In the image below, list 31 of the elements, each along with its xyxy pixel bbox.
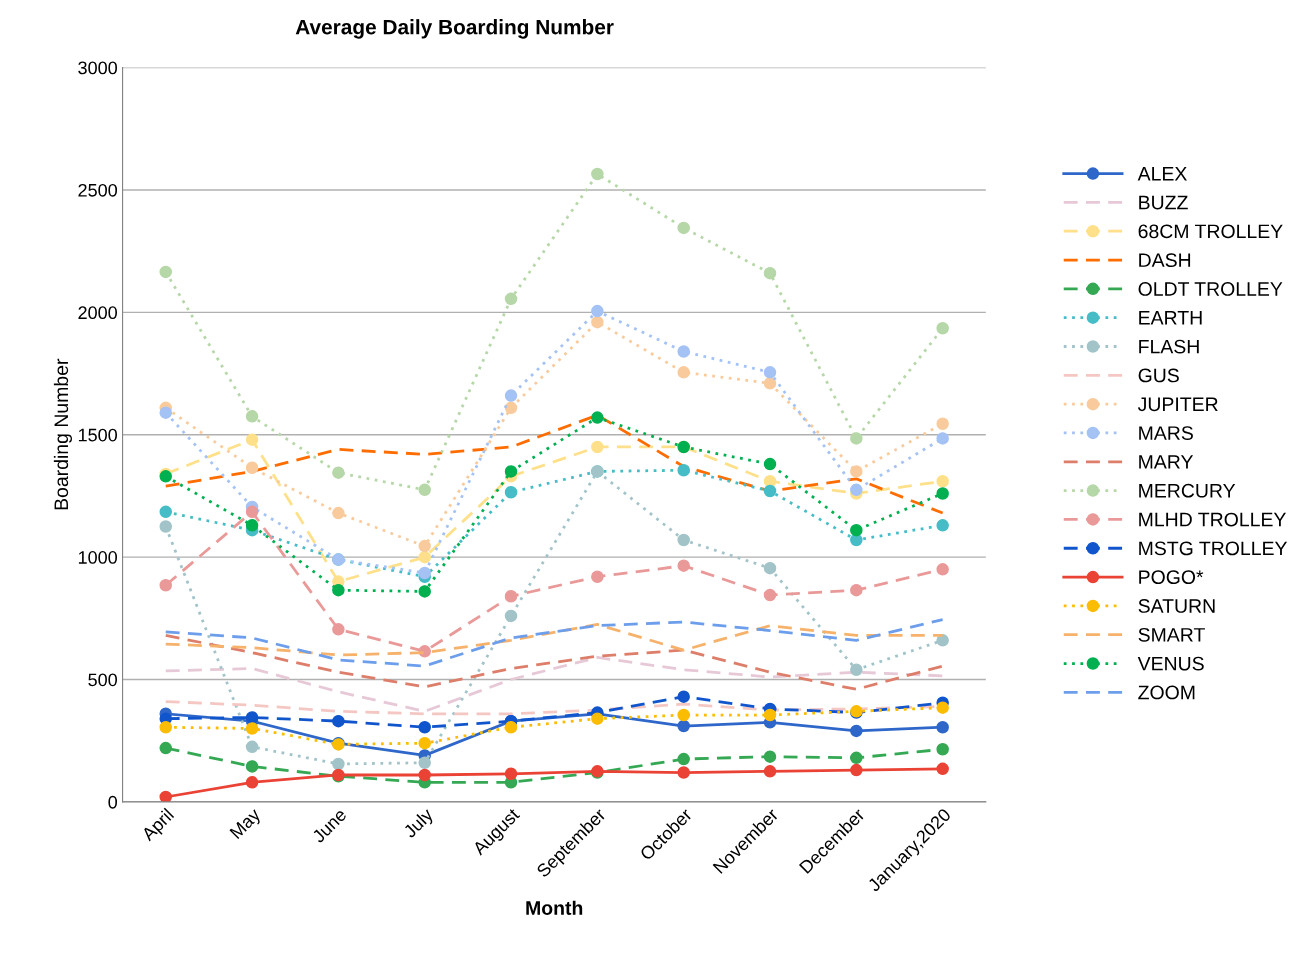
y-tick-label: 2000 (78, 306, 118, 320)
x-tick-label: July (402, 806, 437, 842)
legend-label: SMART (1138, 627, 1205, 642)
legend-label: FLASH (1139, 339, 1199, 354)
legend-label: ZOOM (1138, 685, 1195, 700)
legend-label: MARY (1139, 455, 1194, 469)
legend-label: MERCURY (1139, 483, 1236, 498)
legend-label: MARS (1139, 426, 1193, 440)
legend-label: SATURN (1138, 599, 1215, 613)
legend-label: EARTH (1139, 311, 1202, 325)
legend-label: VENUS (1137, 656, 1204, 671)
legend-label: ALEX (1137, 167, 1187, 181)
legend-label: 68CM TROLLEY (1138, 224, 1283, 239)
y-tick-label: 3000 (78, 61, 118, 75)
legend-label: POGO* (1139, 570, 1204, 585)
y-tick-label: 0 (108, 795, 118, 809)
x-axis-title: Month (526, 900, 583, 915)
y-tick-label: 2500 (78, 183, 118, 197)
y-axis-title: Boarding Number (53, 358, 72, 510)
legend-label: OLDT TROLLEY (1138, 282, 1283, 296)
legend-label: DASH (1139, 253, 1191, 268)
legend-label: GUS (1138, 368, 1179, 383)
legend-label: MLHD TROLLEY (1139, 512, 1286, 527)
chart-title: Average Daily Boarding Number (295, 19, 614, 39)
y-tick-label: 500 (88, 673, 118, 687)
legend-label: MSTG TROLLEY (1139, 541, 1288, 556)
legend-label: BUZZ (1139, 195, 1188, 210)
x-tick-label: May (229, 807, 264, 842)
y-tick-label: 1000 (78, 551, 118, 564)
legend-label: JUPITER (1137, 397, 1218, 412)
y-tick-label: 1500 (78, 428, 118, 442)
